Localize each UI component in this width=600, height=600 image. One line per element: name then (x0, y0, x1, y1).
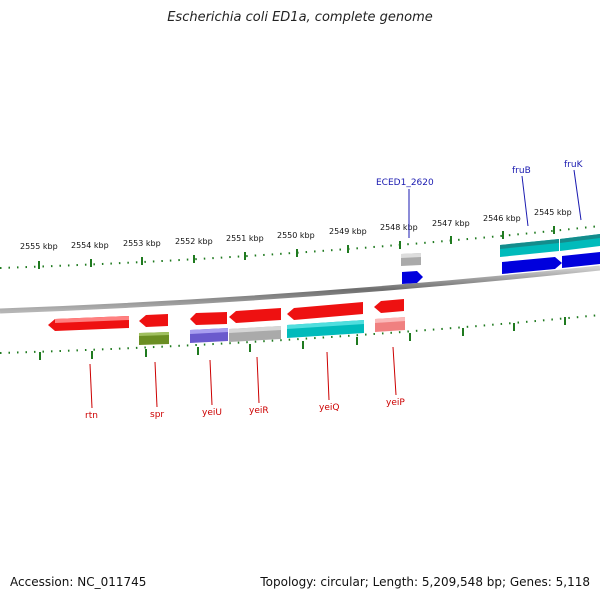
tick-label: 2550 kbp (277, 231, 315, 240)
gene-yeir[interactable] (229, 308, 281, 323)
bottom-strand-features (48, 299, 405, 345)
tick-label: 2549 kbp (329, 227, 367, 236)
tick-label: 2555 kbp (20, 242, 58, 251)
tick-label: 2554 kbp (71, 241, 109, 250)
gene-label-frub[interactable]: fruB (512, 166, 531, 176)
gene-label-yeiq[interactable]: yeiQ (319, 403, 339, 413)
gene-label-yeip[interactable]: yeiP (386, 398, 405, 408)
gene-yeiu[interactable] (190, 312, 227, 325)
tick-label: 2546 kbp (483, 214, 521, 223)
cds-yeiq-shade (287, 320, 364, 329)
cds-spr-highlight (139, 332, 169, 336)
gene-eced1-2620-highlight (401, 253, 421, 258)
gene-yeip[interactable] (374, 299, 404, 313)
gene-labels-bottom: rtn spr yeiU yeiR yeiQ yeiP (85, 398, 405, 421)
chromosome-backbone (0, 265, 600, 314)
top-strand-features (401, 234, 600, 284)
gene-label-yeir[interactable]: yeiR (249, 406, 269, 416)
genome-summary: Topology: circular; Length: 5,209,548 bp… (260, 575, 590, 589)
tick-label: 2547 kbp (432, 219, 470, 228)
tick-label: 2545 kbp (534, 208, 572, 217)
major-ticks-bottom (39, 317, 566, 360)
tick-label: 2552 kbp (175, 237, 213, 246)
map-title: Escherichia coli ED1a, complete genome (167, 10, 433, 25)
label-leaders-top (408, 169, 582, 238)
tick-labels: 2555 kbp 2554 kbp 2553 kbp 2552 kbp 2551… (20, 208, 572, 251)
gene-rtn-highlight (55, 316, 129, 323)
tick-label: 2553 kbp (123, 239, 161, 248)
gene-label-yeiu[interactable]: yeiU (202, 408, 222, 418)
cds-fruk[interactable] (562, 252, 600, 268)
tick-label: 2551 kbp (226, 234, 264, 243)
gene-label-rtn[interactable]: rtn (85, 411, 98, 421)
gene-frub-shade (500, 239, 559, 249)
tick-label: 2548 kbp (380, 223, 418, 232)
gene-yeiq[interactable] (287, 302, 363, 320)
gene-spr[interactable] (139, 314, 168, 327)
cds-yeiu-highlight (190, 328, 228, 334)
gene-labels-top: ECED1_2620 fruB fruK (376, 160, 584, 188)
gene-label-spr[interactable]: spr (150, 410, 164, 420)
label-leaders-bottom (89, 346, 397, 409)
cds-eced1-2620[interactable] (402, 271, 423, 284)
major-ticks-top (38, 226, 555, 269)
gene-label-eced1-2620[interactable]: ECED1_2620 (376, 178, 434, 188)
accession-label: Accession: NC_011745 (10, 575, 147, 589)
gene-label-fruk[interactable]: fruK (564, 160, 584, 170)
cds-yeir-highlight (229, 326, 281, 333)
cds-frub[interactable] (502, 257, 562, 274)
cds-yeip-highlight (375, 317, 405, 323)
gene-fruk-shade (560, 234, 600, 243)
